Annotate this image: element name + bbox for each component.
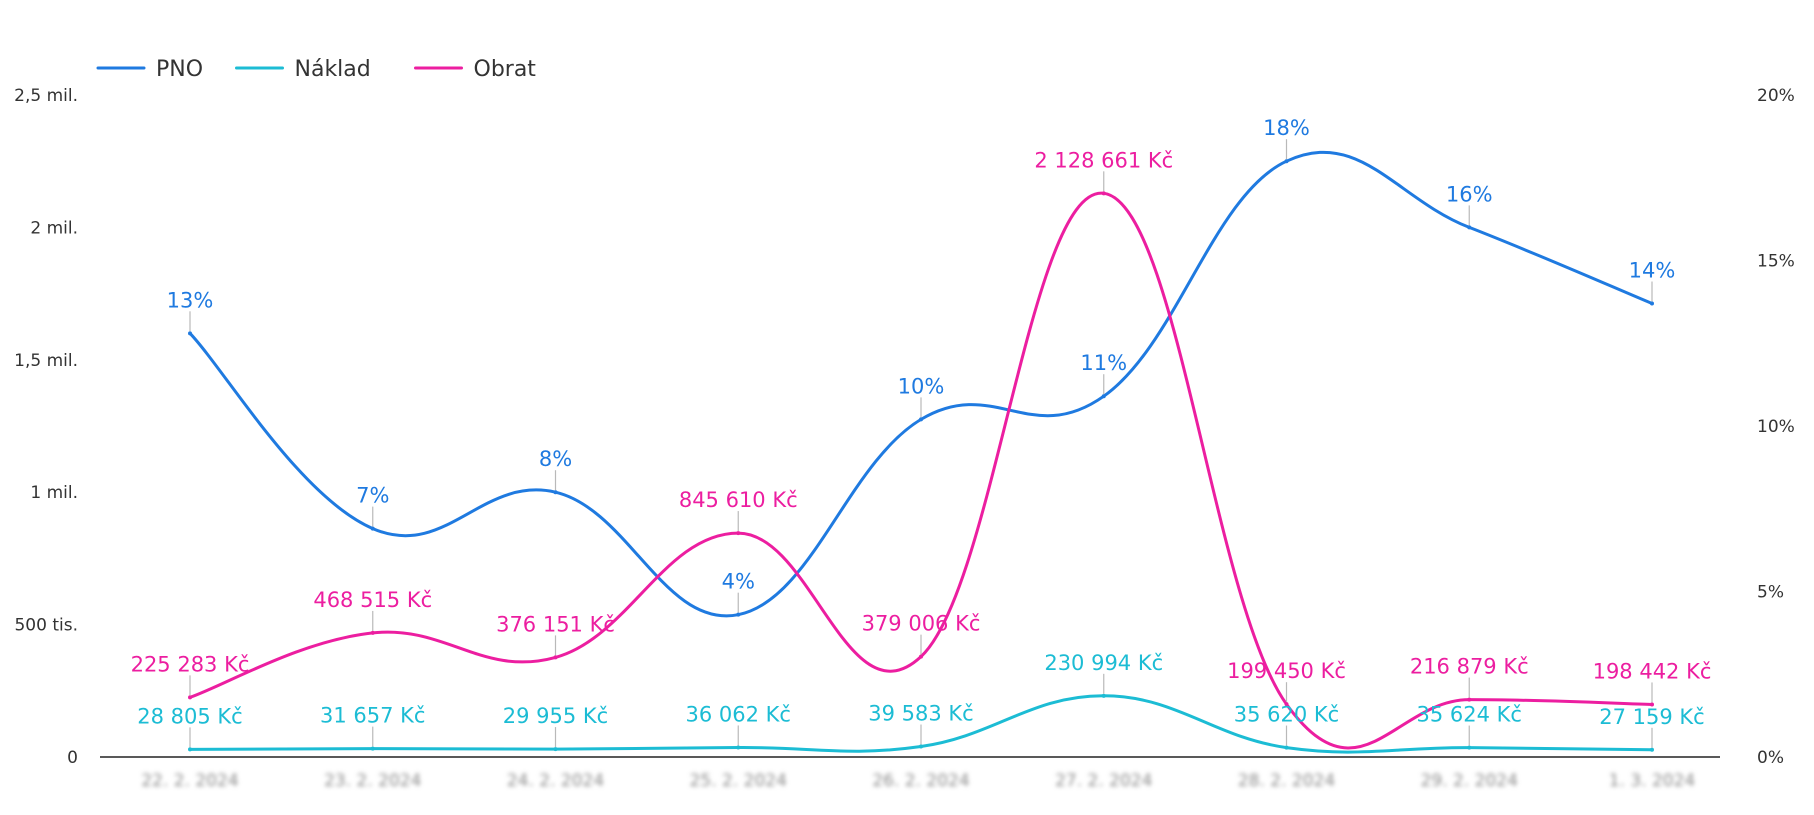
data-point-pno[interactable] — [736, 612, 741, 617]
legend-label: Obrat — [474, 57, 537, 82]
y-right-tick-label: 0% — [1757, 748, 1784, 768]
data-point-pno[interactable] — [919, 417, 923, 422]
x-tick-label: 26. 2. 2024 — [872, 771, 969, 791]
data-label-pno: 14% — [1629, 259, 1676, 283]
data-label-naklad: 230 994 Kč — [1044, 651, 1163, 675]
y-left-tick-label: 1,5 mil. — [14, 351, 78, 371]
data-point-obrat[interactable] — [553, 655, 558, 660]
data-label-pno: 13% — [167, 288, 214, 312]
chart-legend: PNO Náklad Obrat — [96, 57, 537, 82]
data-label-pno: 8% — [539, 447, 572, 471]
x-tick-label: 22. 2. 2024 — [141, 771, 238, 791]
legend-item-pno[interactable]: PNO — [96, 57, 203, 82]
series-line-pno[interactable] — [188, 150, 1654, 618]
data-label-naklad: 29 955 Kč — [503, 704, 608, 728]
y-right-tick-label: 10% — [1757, 417, 1795, 437]
data-point-pno[interactable] — [370, 526, 375, 531]
data-point-obrat[interactable] — [1101, 191, 1106, 196]
data-point-naklad[interactable] — [1284, 745, 1289, 750]
data-label-pno: 4% — [722, 570, 755, 594]
data-point-pno[interactable] — [1467, 225, 1472, 230]
data-label-pno: 18% — [1263, 116, 1310, 140]
data-label-pno: 7% — [356, 484, 389, 508]
y-left-tick-label: 0 — [67, 748, 78, 768]
x-tick-label: 1. 3. 2024 — [1609, 771, 1696, 791]
legend-item-obrat[interactable]: Obrat — [414, 57, 537, 82]
data-point-pno[interactable] — [553, 490, 558, 495]
data-point-pno[interactable] — [1101, 394, 1106, 399]
data-point-obrat[interactable] — [188, 695, 192, 700]
y-left-tick-label: 1 mil. — [30, 483, 78, 503]
series-line-obrat[interactable] — [188, 191, 1654, 750]
data-label-obrat: 216 879 Kč — [1410, 655, 1529, 679]
data-label-pno: 11% — [1080, 351, 1127, 375]
data-point-naklad[interactable] — [919, 744, 923, 749]
x-tick-label: 29. 2. 2024 — [1421, 771, 1518, 791]
data-point-pno[interactable] — [1284, 159, 1289, 164]
data-label-pno: 10% — [898, 374, 945, 398]
data-point-naklad[interactable] — [553, 747, 558, 752]
data-point-naklad[interactable] — [188, 747, 192, 752]
data-label-naklad: 35 624 Kč — [1417, 703, 1522, 727]
data-label-obrat: 2 128 661 Kč — [1034, 148, 1173, 172]
y-left-tick-label: 500 tis. — [14, 616, 78, 636]
y-right-tick-label: 15% — [1757, 252, 1795, 272]
data-point-naklad[interactable] — [370, 746, 375, 751]
data-label-obrat: 225 283 Kč — [131, 652, 250, 676]
data-label-pno: 16% — [1446, 182, 1493, 206]
y-left-tick-label: 2,5 mil. — [14, 86, 78, 106]
data-point-pno[interactable] — [1650, 301, 1654, 306]
data-point-obrat[interactable] — [736, 531, 741, 536]
data-point-obrat[interactable] — [1284, 702, 1289, 707]
data-point-obrat[interactable] — [1650, 702, 1654, 707]
data-point-obrat[interactable] — [1467, 697, 1472, 702]
data-point-obrat[interactable] — [370, 630, 375, 635]
data-label-obrat: 468 515 Kč — [313, 588, 432, 612]
x-tick-label: 24. 2. 2024 — [507, 771, 604, 791]
data-label-obrat: 198 442 Kč — [1593, 659, 1712, 683]
data-label-obrat: 845 610 Kč — [679, 488, 798, 512]
legend-label: PNO — [156, 57, 203, 82]
data-point-naklad[interactable] — [736, 745, 741, 750]
data-point-naklad[interactable] — [1650, 747, 1654, 752]
chart-axes: 0 500 tis. 1 mil. 1,5 mil. 2 mil. 2,5 mil. 0% 5… — [14, 86, 1795, 791]
data-point-pno[interactable] — [188, 331, 192, 336]
data-label-naklad: 36 062 Kč — [686, 702, 791, 726]
data-point-naklad[interactable] — [1467, 745, 1472, 750]
data-point-naklad[interactable] — [1101, 693, 1106, 698]
x-tick-label: 28. 2. 2024 — [1238, 771, 1335, 791]
series-markers — [188, 139, 1654, 752]
series-labels: 13% 7% 8% 4% 10% 11% 18% 16% 14% 28 805 Kč 31 657 … — [131, 116, 1712, 729]
legend-item-naklad[interactable]: Náklad — [235, 57, 371, 82]
data-label-naklad: 39 583 Kč — [868, 702, 973, 726]
data-label-obrat: 379 006 Kč — [862, 612, 981, 636]
y-right-tick-label: 5% — [1757, 583, 1784, 603]
data-label-naklad: 31 657 Kč — [320, 704, 425, 728]
legend-label: Náklad — [295, 57, 371, 82]
data-point-obrat[interactable] — [919, 654, 923, 659]
data-label-naklad: 35 620 Kč — [1234, 703, 1339, 727]
y-right-tick-label: 20% — [1757, 86, 1795, 106]
x-tick-label: 27. 2. 2024 — [1055, 771, 1152, 791]
data-label-obrat: 199 450 Kč — [1227, 659, 1346, 683]
x-tick-label: 23. 2. 2024 — [324, 771, 421, 791]
data-label-naklad: 28 805 Kč — [137, 704, 242, 728]
y-left-tick-label: 2 mil. — [30, 218, 78, 238]
data-label-obrat: 376 151 Kč — [496, 612, 615, 636]
x-tick-label: 25. 2. 2024 — [690, 771, 787, 791]
data-label-naklad: 27 159 Kč — [1599, 705, 1704, 729]
